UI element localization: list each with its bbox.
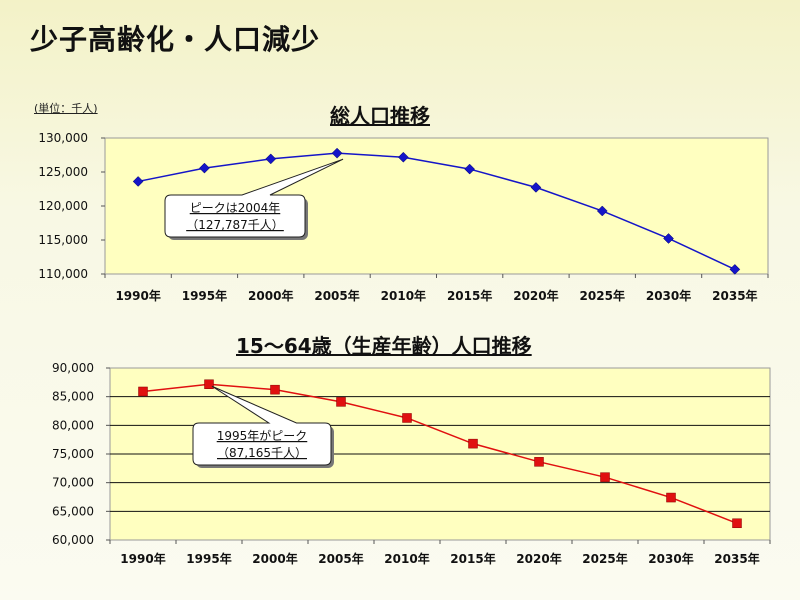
data-point (534, 457, 544, 467)
y-tick-label: 80,000 (52, 418, 94, 432)
data-point (336, 397, 346, 407)
x-tick-label: 2020年 (516, 551, 561, 566)
x-tick-label: 2035年 (712, 288, 757, 303)
data-point (729, 264, 741, 275)
data-point (204, 379, 214, 390)
series-line (138, 152, 736, 271)
y-tick-label: 130,000 (38, 131, 88, 145)
x-tick-label: 2005年 (318, 551, 363, 566)
data-point (732, 518, 742, 529)
y-tick-label: 60,000 (52, 533, 94, 547)
y-tick-label: 125,000 (38, 165, 88, 179)
x-tick-label: 2015年 (447, 288, 492, 303)
data-point (199, 162, 210, 174)
series-line (142, 383, 738, 524)
data-point (663, 233, 674, 244)
x-tick-label: 2005年 (314, 288, 359, 303)
x-tick-label: 2000年 (248, 288, 293, 303)
y-tick-label: 70,000 (52, 476, 94, 490)
y-tick-label: 75,000 (52, 447, 94, 461)
callout-bubble (192, 385, 332, 466)
data-point (530, 182, 542, 193)
chart-title-working-age-population: 15～64歳（生産年齢）人口推移 (236, 334, 532, 358)
peak-callout: ピークは2004年 （127,787千人） (164, 158, 344, 240)
callout-line-1: ピークは2004年 (190, 201, 281, 215)
data-point (397, 151, 409, 163)
x-tick-label: 2030年 (646, 288, 691, 303)
data-point (600, 472, 610, 482)
data-point (468, 438, 478, 449)
x-tick-label: 1990年 (115, 288, 160, 303)
x-tick-label: 2025年 (580, 288, 625, 303)
y-tick-label: 120,000 (38, 199, 88, 213)
callout-line-1: 1995年がピーク (217, 428, 308, 443)
data-point (402, 413, 412, 423)
y-tick-label: 115,000 (38, 233, 88, 247)
y-tick-label: 85,000 (52, 390, 94, 404)
callout-line-2: （127,787千人） (186, 218, 284, 232)
x-tick-label: 2025年 (582, 551, 627, 566)
callout-bubble (164, 158, 344, 238)
data-point (132, 176, 144, 187)
data-point (596, 205, 608, 217)
x-tick-label: 1995年 (186, 551, 231, 566)
data-point (331, 147, 343, 159)
page-title: 少子高齢化・人口減少 (30, 23, 321, 56)
peak-callout: 1995年がピーク （87,165千人） (192, 385, 334, 468)
y-tick-label: 90,000 (52, 361, 94, 375)
x-tick-label: 2010年 (381, 288, 426, 303)
y-tick-label: 110,000 (38, 267, 88, 281)
data-point (270, 384, 280, 395)
unit-label: (単位：千人) (34, 102, 98, 115)
x-tick-label: 2000年 (252, 551, 297, 566)
callout-line-2: （87,165千人） (217, 446, 307, 460)
x-tick-label: 1990年 (120, 551, 165, 566)
data-point (138, 386, 148, 397)
chart-title-total-population: 総人口推移 (330, 104, 430, 128)
x-tick-label: 2010年 (384, 551, 429, 566)
data-point (464, 163, 476, 175)
x-tick-label: 2015年 (450, 551, 495, 566)
x-tick-label: 2030年 (648, 551, 693, 566)
y-tick-label: 65,000 (52, 504, 94, 518)
x-tick-label: 2020年 (513, 288, 558, 303)
x-tick-label: 2035年 (714, 551, 759, 566)
data-point (265, 153, 277, 165)
x-tick-label: 1995年 (182, 288, 227, 303)
data-point (666, 492, 676, 503)
